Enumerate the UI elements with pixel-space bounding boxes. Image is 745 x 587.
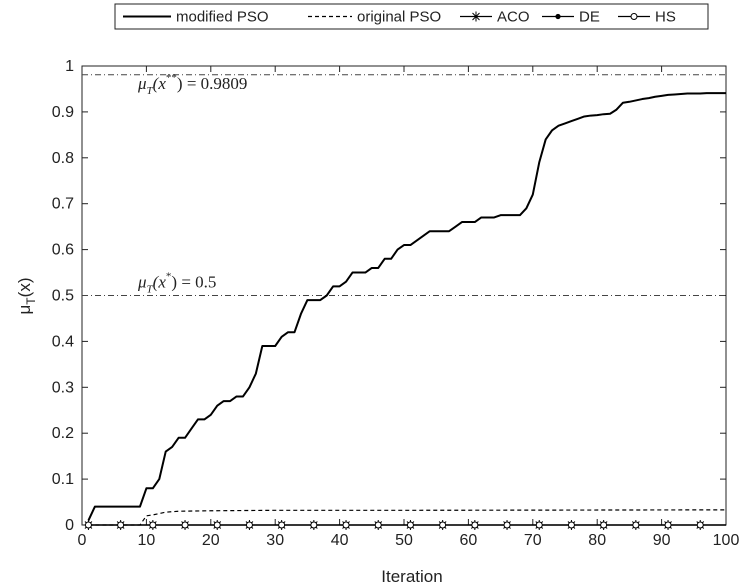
- series-marker-hs: [696, 521, 704, 529]
- legend-marker-hs: [630, 13, 638, 20]
- x-tick-label: 20: [202, 532, 220, 549]
- series-marker-hs: [342, 521, 350, 529]
- x-axis-label: Iteration: [381, 567, 442, 586]
- y-tick-label: 0.3: [52, 379, 74, 396]
- x-tick-label: 0: [78, 532, 87, 549]
- y-tick-label: 0.9: [52, 104, 74, 121]
- y-axis-label-sub: T: [24, 297, 38, 305]
- x-tick-label: 60: [460, 532, 478, 549]
- series-marker-hs: [535, 521, 543, 529]
- x-tick-label: 70: [524, 532, 542, 549]
- series-marker-hs: [181, 521, 189, 529]
- x-tick-label: 50: [395, 532, 413, 549]
- legend: modified PSO original PSO ACO DE HS: [114, 3, 709, 30]
- y-tick-label: 0.5: [52, 288, 74, 305]
- series-marker-hs: [600, 521, 608, 529]
- series-line-modified-pso: [87, 92, 726, 521]
- x-tick-label: 30: [266, 532, 284, 549]
- y-tick-label: 1: [65, 58, 74, 75]
- y-tick-label: 0.2: [52, 425, 74, 442]
- y-axis-label-arg: (x): [15, 278, 34, 298]
- legend-box: [114, 3, 709, 30]
- series-line-original-pso: [88, 509, 727, 526]
- y-tick-label: 0.6: [52, 242, 74, 259]
- series-marker-hs: [439, 521, 447, 529]
- y-tick-label: 0.4: [52, 333, 74, 350]
- x-tick-label: 100: [713, 532, 740, 549]
- series-marker-hs: [632, 521, 640, 529]
- series-marker-hs: [374, 521, 382, 529]
- x-tick-label: 10: [138, 532, 156, 549]
- series-marker-hs: [245, 521, 253, 529]
- y-tick-label: 0: [65, 517, 74, 534]
- reference-line-label: μT(x**) = 0.9809: [137, 72, 247, 97]
- x-tick-label: 90: [653, 532, 671, 549]
- x-tick-label: 80: [588, 532, 606, 549]
- series-marker-hs: [503, 521, 511, 529]
- legend-marker-aco: [471, 11, 481, 22]
- series-marker-hs: [213, 521, 221, 529]
- series-marker-hs: [406, 521, 414, 529]
- y-tick-label: 0.8: [52, 150, 74, 167]
- y-axis-label-mu: μ: [15, 305, 34, 315]
- series-marker-hs: [278, 521, 286, 529]
- series-marker-hs: [310, 521, 318, 529]
- x-tick-label: 40: [331, 532, 349, 549]
- legend-label: ACO: [497, 9, 530, 26]
- legend-label: original PSO: [357, 9, 441, 26]
- series-marker-hs: [149, 521, 157, 529]
- series-marker-hs: [471, 521, 479, 529]
- y-tick-label: 0.1: [52, 471, 74, 488]
- series-marker-hs: [117, 521, 125, 529]
- series-marker-hs: [84, 521, 92, 529]
- legend-label: modified PSO: [176, 9, 269, 26]
- reference-line-label: μT(x*) = 0.5: [137, 271, 216, 296]
- legend-marker-de: [555, 13, 561, 20]
- legend-label: HS: [655, 9, 676, 26]
- series-marker-hs: [664, 521, 672, 529]
- legend-label: DE: [579, 9, 600, 26]
- series-marker-hs: [567, 521, 575, 529]
- plot-area: 0 10 20 30 40 50 60 70 80 90 100 0 0.1 0.2 0.3 0.4 0.5 0.…: [52, 58, 740, 549]
- y-tick-label: 0.7: [52, 196, 74, 213]
- y-axis-label: μT(x): [15, 278, 38, 315]
